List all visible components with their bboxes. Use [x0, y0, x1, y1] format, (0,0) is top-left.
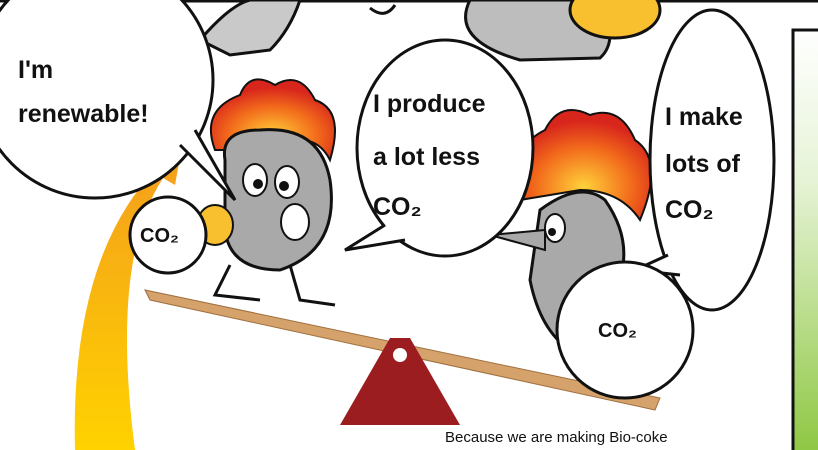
co2-label: CO₂	[140, 225, 179, 247]
side-panel	[793, 30, 818, 450]
bubble-text: a lot less	[373, 143, 480, 171]
left-mouth	[281, 204, 309, 240]
left-body	[224, 130, 331, 270]
co2-label: CO₂	[598, 320, 637, 342]
bubble-text: renewable!	[18, 100, 149, 128]
speech-bubble	[0, 0, 213, 198]
illustration: I'm renewable! I produce a lot less CO₂ I mak…	[0, 0, 818, 450]
bubble-text: I'm	[18, 56, 53, 84]
top-mark	[370, 5, 395, 13]
pupil	[548, 228, 556, 236]
fulcrum-pin	[393, 348, 407, 362]
bubble-text: I produce	[373, 90, 486, 118]
pupil	[279, 181, 289, 191]
bubble-text: lots of	[665, 150, 741, 178]
top-figure-legs	[200, 0, 300, 55]
caption: Because we are making Bio-coke	[445, 429, 668, 446]
pupil	[253, 179, 263, 189]
bubble-text: CO₂	[665, 196, 714, 224]
right-eye	[545, 214, 565, 242]
bubble-text: I make	[665, 103, 743, 131]
bubble-text: CO₂	[373, 193, 422, 221]
page: {"bubbles": [ {"lines": ["I'm", "renewab…	[0, 0, 818, 450]
